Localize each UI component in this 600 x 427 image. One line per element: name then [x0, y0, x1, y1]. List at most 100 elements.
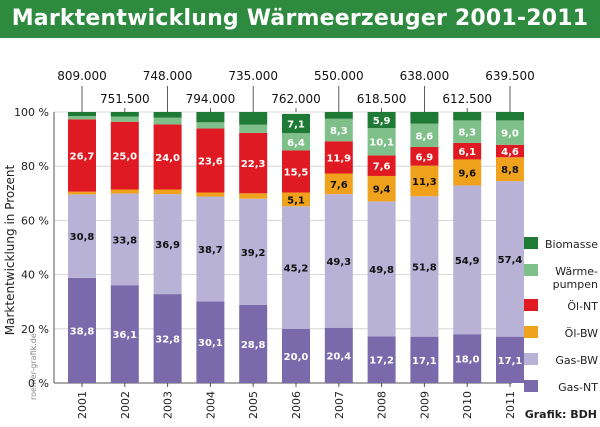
bar-segment-biomasse	[410, 112, 439, 124]
bar-segment-gas-nt	[496, 336, 524, 383]
legend-swatch	[524, 353, 538, 365]
bar-segment-gas-nt	[282, 328, 310, 383]
bar-segment-gas-nt	[453, 334, 482, 383]
bars	[68, 112, 524, 383]
bar-segment-öl-nt	[410, 146, 439, 166]
bar-segment-öl-bw	[68, 191, 96, 195]
y-tick-label: 100 %	[14, 106, 49, 119]
watermark: roemer-grafik.de	[29, 333, 38, 400]
data-label: 36,9	[155, 240, 180, 251]
legend-swatch	[524, 264, 538, 276]
bar-segment-biomasse	[496, 112, 524, 121]
bar-segment-biomasse	[153, 112, 182, 118]
data-label: 38,8	[70, 326, 95, 337]
bar-segment-gas-nt	[324, 327, 353, 383]
data-label: 6,4	[287, 138, 305, 149]
data-label: 6,9	[416, 152, 434, 163]
bar-segment-gas-nt	[68, 277, 96, 383]
legend: Biomasse Wärme-pumpen Öl-NT Öl-BW Gas-BW Gas-…	[524, 237, 598, 394]
data-label: 22,3	[241, 159, 266, 170]
x-tick-label: 2011	[504, 391, 517, 419]
data-labels: 38,8 30,8 26,7 36,1 33,8 25,0 32,8 36,9 24,0 30,1…	[70, 116, 523, 367]
data-label: 7,6	[330, 180, 348, 191]
bar-segment-öl-nt	[496, 144, 524, 158]
bar-segment-öl-nt	[196, 128, 225, 193]
bar-segment-gas-bw	[410, 196, 439, 337]
bar-segment-biomasse	[239, 112, 268, 125]
data-label: 7,1	[287, 120, 305, 131]
credit: Grafik: BDH	[525, 408, 597, 421]
bar-segment-biomasse	[453, 112, 482, 121]
total-label: 618.500	[357, 92, 407, 106]
data-label: 49,8	[369, 265, 394, 276]
data-label: 36,1	[112, 330, 137, 341]
data-label: 8,6	[416, 131, 434, 142]
total-label: 550.000	[314, 69, 364, 83]
bar-segment-gas-bw	[68, 194, 96, 278]
y-tick-label: 60 %	[21, 214, 49, 227]
data-label: 11,9	[326, 153, 351, 164]
bar-segment-wärmepumpen	[282, 133, 310, 151]
legend-swatch	[524, 299, 538, 311]
data-label: 15,5	[284, 167, 309, 178]
data-label: 32,8	[155, 335, 180, 346]
x-tick-label: 2001	[76, 391, 89, 419]
bar-segment-biomasse	[110, 112, 139, 117]
bar-segment-wärmepumpen	[196, 122, 225, 129]
bar-segment-gas-bw	[367, 201, 396, 337]
y-tick-label: 40 %	[21, 269, 49, 282]
x-tick-label: 2003	[162, 391, 175, 419]
legend-label: Öl-NT	[567, 300, 598, 313]
total-labels: 809.000 751.500 748.000 794.000 735.000 762.0…	[57, 69, 535, 112]
data-label: 30,8	[70, 232, 95, 243]
data-label: 5,9	[373, 116, 391, 127]
bar-segment-öl-nt	[367, 155, 396, 176]
x-tick-label: 2007	[333, 391, 346, 419]
x-tick-label: 2009	[418, 391, 431, 419]
bar-segment-gas-bw	[324, 194, 353, 328]
total-label: 809.000	[57, 69, 107, 83]
x-axis: 2001 2002 2003 2004 2005 2006 2007 2008 2009 2010…	[76, 383, 517, 419]
data-label: 33,8	[112, 235, 137, 246]
bar-segment-wärmepumpen	[453, 120, 482, 143]
data-label: 9,0	[501, 129, 519, 140]
x-tick-label: 2002	[119, 391, 132, 419]
bar-segment-gas-bw	[110, 193, 139, 286]
legend-swatch	[524, 380, 538, 392]
data-label: 20,4	[326, 351, 351, 362]
bar-segment-öl-nt	[324, 141, 353, 174]
bar-segment-gas-nt	[153, 294, 182, 383]
data-label: 54,9	[455, 256, 480, 267]
data-label: 25,0	[112, 152, 137, 163]
data-label: 17,1	[412, 356, 437, 367]
bar-segment-öl-nt	[110, 121, 139, 190]
bar-segment-wärmepumpen	[410, 123, 439, 147]
bar-segment-öl-bw	[153, 189, 182, 195]
bar-segment-gas-bw	[496, 181, 524, 337]
data-label: 45,2	[284, 264, 309, 275]
bar-segment-öl-bw	[367, 175, 396, 202]
bar-segment-wärmepumpen	[68, 116, 96, 120]
total-label: 735.000	[228, 69, 278, 83]
legend-label: Biomasse	[545, 238, 598, 251]
bar-segment-öl-bw	[453, 159, 482, 186]
data-label: 11,3	[412, 177, 437, 188]
y-tick-label: 80 %	[21, 160, 49, 173]
x-tick-label: 2005	[247, 391, 260, 419]
legend-swatch	[524, 237, 538, 249]
bar-segment-wärmepumpen	[324, 118, 353, 142]
bar-segment-öl-bw	[110, 189, 139, 194]
bar-segment-gas-bw	[153, 194, 182, 295]
total-label: 612.500	[442, 92, 492, 106]
bar-segment-gas-nt	[196, 301, 225, 383]
legend-label: pumpen	[553, 278, 598, 291]
data-label: 23,6	[198, 157, 223, 168]
legend-label: Gas-BW	[555, 354, 598, 367]
bar-segment-wärmepumpen	[110, 116, 139, 122]
bar-segment-gas-nt	[410, 336, 439, 383]
data-label: 4,6	[501, 147, 519, 158]
data-label: 8,8	[501, 165, 519, 176]
chart-title: Marktentwicklung Wärmeerzeuger 2001-2011	[11, 6, 589, 31]
data-label: 57,4	[498, 255, 523, 266]
